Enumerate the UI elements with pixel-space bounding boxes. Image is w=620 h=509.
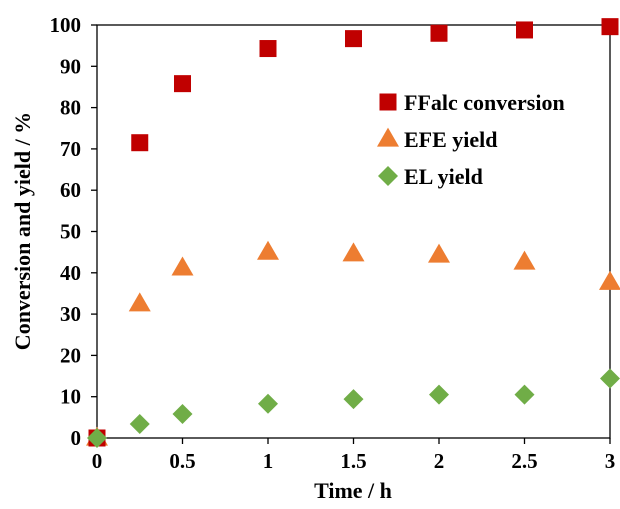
data-point-square xyxy=(131,134,149,152)
y-tick-label: 70 xyxy=(60,137,81,161)
legend-label: EL yield xyxy=(404,164,483,189)
data-point-triangle xyxy=(513,250,536,270)
y-tick-label: 50 xyxy=(60,220,81,244)
y-tick-label: 20 xyxy=(60,343,81,367)
y-tick-label: 30 xyxy=(60,302,81,326)
data-point-diamond xyxy=(429,384,449,405)
data-point-diamond xyxy=(129,413,150,434)
legend-marker-square xyxy=(379,93,397,111)
y-tick-label: 0 xyxy=(71,426,82,450)
data-point-triangle xyxy=(428,243,450,263)
x-tick-label: 1 xyxy=(263,449,274,473)
legend: FFalc conversion EFE yield EL yield xyxy=(377,90,565,189)
series-square xyxy=(88,18,619,447)
x-axis: 0 0.5 1 1.5 2 2.5 3 xyxy=(92,438,616,473)
data-point-square xyxy=(345,30,362,48)
x-tick-label: 3 xyxy=(605,449,616,473)
y-axis-title: Conversion and yield / % xyxy=(10,112,35,350)
series-diamond xyxy=(87,368,620,448)
data-point-square xyxy=(516,21,533,39)
data-point-diamond xyxy=(514,384,535,405)
data-point-triangle xyxy=(257,240,279,260)
legend-item: EFE yield xyxy=(377,127,498,152)
data-point-square xyxy=(601,18,619,36)
y-tick-label: 10 xyxy=(60,385,81,409)
data-series xyxy=(86,18,620,448)
data-point-diamond xyxy=(172,404,193,425)
legend-label: EFE yield xyxy=(404,127,498,152)
data-point-diamond xyxy=(600,368,620,389)
data-point-diamond xyxy=(343,389,364,410)
legend-marker-diamond xyxy=(378,166,398,186)
data-point-triangle xyxy=(171,256,194,276)
y-tick-label: 100 xyxy=(50,13,82,37)
data-point-square xyxy=(174,75,191,93)
legend-item: FFalc conversion xyxy=(379,90,565,115)
legend-item: EL yield xyxy=(378,164,483,189)
data-point-triangle xyxy=(128,292,151,312)
data-point-square xyxy=(430,24,448,42)
x-axis-title: Time / h xyxy=(314,478,392,503)
x-tick-label: 1.5 xyxy=(340,449,366,473)
series-triangle xyxy=(86,240,620,446)
y-axis: 0 10 20 30 40 50 60 70 80 90 100 xyxy=(50,13,97,450)
data-point-diamond xyxy=(258,393,278,414)
y-tick-label: 80 xyxy=(60,96,81,120)
y-tick-label: 90 xyxy=(60,54,81,78)
data-point-square xyxy=(259,40,277,58)
legend-marker-triangle xyxy=(377,127,399,147)
data-point-diamond xyxy=(87,428,107,448)
plot-area-frame xyxy=(96,24,611,439)
x-tick-label: 2.5 xyxy=(511,449,537,473)
x-tick-label: 0.5 xyxy=(169,449,195,473)
y-tick-label: 40 xyxy=(60,261,81,285)
x-tick-label: 0 xyxy=(92,449,103,473)
data-point-triangle xyxy=(342,242,365,262)
y-tick-label: 60 xyxy=(60,178,81,202)
legend-label: FFalc conversion xyxy=(404,90,565,115)
data-point-triangle xyxy=(599,270,620,290)
x-tick-label: 2 xyxy=(434,449,445,473)
